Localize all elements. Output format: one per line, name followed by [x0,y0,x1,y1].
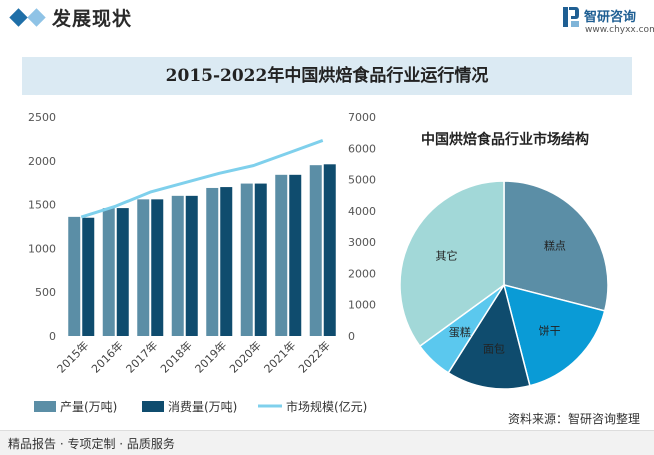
brand-site: www.chyxx.com [585,25,654,35]
legend-swatch [142,401,164,412]
right-axis-tick-label: 1000 [348,299,376,312]
left-axis-tick-label: 1000 [28,242,56,255]
x-axis-tick-label: 2015年 [54,338,91,375]
bar-consumption [116,208,129,336]
left-axis-tick-label: 500 [35,286,56,299]
x-axis-tick-label: 2016年 [88,338,125,375]
right-axis-tick-label: 3000 [348,236,376,249]
bar-production [275,174,288,336]
left-axis-tick-label: 1500 [28,199,56,212]
pie-slice-label: 饼干 [539,324,561,338]
right-axis-tick-label: 6000 [348,142,376,155]
bar-consumption [82,217,95,336]
left-axis-tick-label: 0 [49,330,56,343]
pie-slice-label: 其它 [436,249,458,263]
bar-production [102,208,115,336]
right-axis-tick-label: 4000 [348,205,376,218]
x-axis-tick-label: 2019年 [192,338,229,375]
right-axis-tick-label: 7000 [348,111,376,124]
x-axis-tick-label: 2022年 [295,338,332,375]
left-axis-tick-label: 2000 [28,155,56,168]
footer: 精品报告 · 专项定制 · 品质服务 资料来源：智研咨询整理 [0,412,654,455]
bar-production [206,187,219,336]
pie-slice-label: 面包 [483,343,505,356]
legend-swatch [34,401,56,412]
x-axis-tick-label: 2017年 [123,338,160,375]
bar-production [309,165,322,336]
left-axis-tick-label: 2500 [28,111,56,124]
bar-consumption [323,164,336,336]
pie-slice-label: 蛋糕 [449,325,471,339]
bar-production [171,195,184,336]
x-axis-tick-label: 2020年 [226,338,263,375]
section-title: 发展现状 [52,8,133,30]
line-market-size [80,139,324,219]
bar-line-chart: 0 500 1000 1500 2000 2500 0 1000 2000 3000 4000 500… [28,111,376,414]
bar-consumption [254,183,267,336]
x-axis-tick-label: 2018年 [157,338,194,375]
legend-label: 消费量(万吨) [168,400,237,414]
legend-label: 产量(万吨) [60,400,117,414]
bar-production [68,216,81,336]
pie-slice-label: 糕点 [544,238,566,252]
pie-slice-5 [399,180,505,348]
bar-consumption [185,195,198,336]
bar-production [240,183,253,336]
right-axis-tick-label: 2000 [348,267,376,280]
pie-slice-1 [503,180,609,312]
bar-consumption [289,174,302,336]
chart-title-bar: 2015-2022年中国烘焙食品行业运行情况 [22,57,632,95]
x-axis-tick-label: 2021年 [261,338,298,375]
legend-label: 市场规模(亿元) [286,399,367,414]
source-note: 资料来源：智研咨询整理 [507,412,640,426]
right-axis-tick-label: 5000 [348,174,376,187]
brand-logo-icon [563,7,579,27]
chart-title: 2015-2022年中国烘焙食品行业运行情况 [165,66,489,86]
bar-consumption [151,199,164,336]
pie-title: 中国烘焙食品行业市场结构 [421,131,589,148]
bar-consumption [220,187,233,336]
right-axis-tick-label: 0 [348,330,355,343]
footer-slogan: 精品报告 · 专项定制 · 品质服务 [8,437,175,451]
brand-name: 智研咨询 [584,10,637,25]
pie-slice-2 [502,283,606,387]
bar-production [137,199,150,336]
header: 发展现状 智研咨询 www.chyxx.com [0,0,654,40]
pie-slice-3 [447,283,531,390]
